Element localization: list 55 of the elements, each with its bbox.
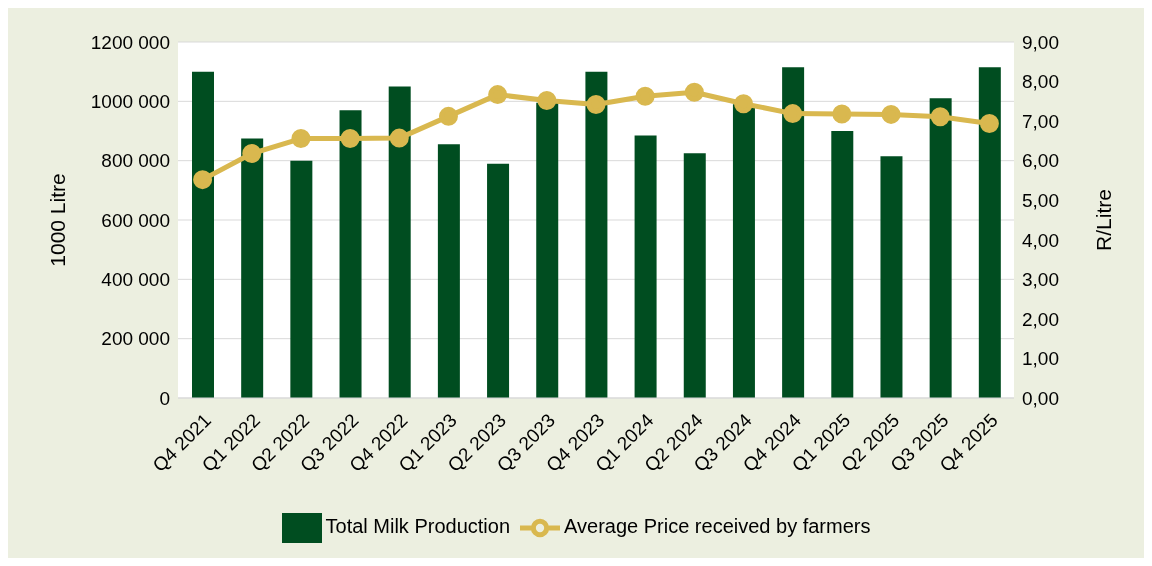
y-tick-label: 200 000 bbox=[101, 328, 170, 350]
point bbox=[488, 85, 508, 105]
bar bbox=[192, 71, 214, 398]
y2-tick-label: 6,00 bbox=[1022, 150, 1059, 172]
y2-tick-label: 4,00 bbox=[1022, 229, 1059, 251]
point bbox=[586, 95, 606, 114]
legend-label: Average Price received by farmers bbox=[564, 515, 871, 538]
y-tick-label: 400 000 bbox=[101, 269, 170, 291]
bar bbox=[929, 98, 952, 398]
y2-tick-label: 2,00 bbox=[1022, 308, 1059, 330]
point bbox=[734, 94, 754, 114]
y2-tick-label: 5,00 bbox=[1022, 189, 1059, 211]
bar bbox=[880, 156, 903, 398]
point bbox=[242, 144, 262, 164]
bar bbox=[782, 67, 805, 398]
bar bbox=[290, 160, 313, 398]
point bbox=[979, 113, 999, 133]
bar bbox=[437, 144, 460, 398]
bar bbox=[585, 71, 608, 398]
point bbox=[389, 128, 409, 148]
point bbox=[783, 104, 803, 124]
point bbox=[832, 104, 852, 124]
y2-tick-label: 8,00 bbox=[1022, 71, 1059, 93]
y2-tick-label: 3,00 bbox=[1022, 269, 1059, 291]
bar bbox=[241, 138, 264, 398]
y2-tick-label: 7,00 bbox=[1022, 110, 1059, 132]
y-tick-label: 800 000 bbox=[101, 150, 170, 172]
point bbox=[537, 91, 557, 111]
bar bbox=[487, 163, 510, 398]
bar bbox=[831, 131, 854, 398]
point bbox=[438, 106, 458, 126]
point bbox=[193, 170, 213, 190]
y-tick-label: 0 bbox=[159, 387, 170, 409]
point bbox=[930, 107, 950, 127]
y-tick-label: 1000 000 bbox=[90, 91, 170, 113]
bar bbox=[732, 104, 755, 398]
legend-label: Total Milk Production bbox=[325, 515, 511, 538]
point bbox=[635, 86, 655, 106]
point bbox=[340, 129, 360, 149]
y-tick-label: 600 000 bbox=[101, 209, 170, 231]
point bbox=[881, 104, 901, 124]
bar bbox=[634, 135, 657, 398]
y2-axis-title: R/Litre bbox=[1092, 189, 1116, 251]
y2-tick-label: 9,00 bbox=[1022, 31, 1059, 53]
bar bbox=[388, 86, 411, 398]
y-axis-title: 1000 Litre bbox=[46, 173, 70, 267]
point bbox=[684, 82, 704, 102]
y2-tick-label: 0,00 bbox=[1022, 387, 1059, 409]
point bbox=[291, 129, 311, 149]
y2-tick-label: 1,00 bbox=[1022, 348, 1059, 370]
y-tick-label: 1200 000 bbox=[90, 31, 170, 53]
bar bbox=[536, 102, 559, 398]
bar bbox=[683, 153, 706, 398]
bar bbox=[339, 110, 362, 398]
bar bbox=[978, 67, 1001, 398]
